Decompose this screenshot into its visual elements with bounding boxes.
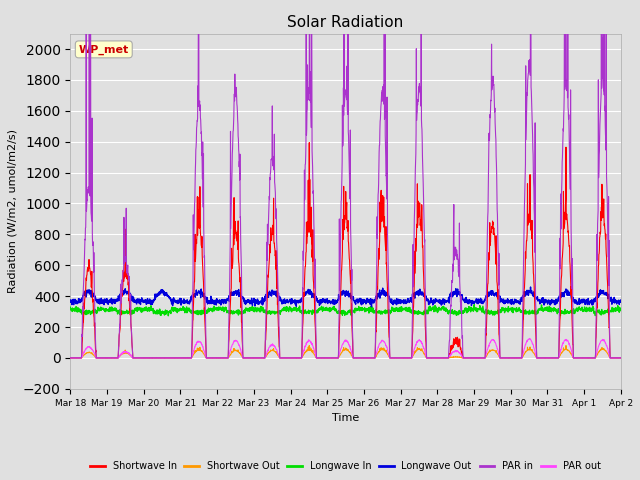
Longwave In [569,307,577,313]
Longwave Out [584,299,592,305]
Longwave In [506,306,514,312]
PAR out [67,355,74,361]
Shortwave In [362,355,369,361]
PAR out [526,336,534,341]
Shortwave In [506,355,513,361]
Longwave In [220,309,228,314]
Shortwave In [617,355,625,361]
Shortwave Out [67,355,74,361]
Title: Solar Radiation: Solar Radiation [287,15,404,30]
PAR out [506,355,513,361]
Shortwave Out [220,355,228,361]
PAR in [362,355,369,361]
PAR out [584,355,591,361]
Line: Longwave Out: Longwave Out [70,287,621,307]
Longwave Out [374,291,381,297]
Shortwave Out [584,355,592,361]
Longwave Out [367,304,375,310]
Shortwave In [67,355,74,361]
Longwave In [617,308,625,313]
PAR out [220,355,228,361]
Shortwave In [568,327,576,333]
PAR out [617,355,625,361]
Line: PAR out: PAR out [70,338,621,358]
Longwave Out [617,297,625,303]
Longwave Out [220,299,228,305]
PAR out [374,348,381,353]
PAR in [617,355,625,361]
X-axis label: Time: Time [332,413,359,423]
Shortwave Out [305,343,313,348]
PAR out [362,355,369,361]
Line: PAR in: PAR in [70,0,621,358]
Longwave Out [569,299,577,304]
Shortwave Out [506,355,514,361]
Longwave In [362,307,369,313]
Line: Longwave In: Longwave In [70,305,621,316]
PAR in [220,355,228,361]
Longwave In [584,306,592,312]
Shortwave Out [569,354,577,360]
PAR in [506,355,513,361]
Shortwave In [305,140,313,145]
Line: Shortwave In: Shortwave In [70,143,621,358]
PAR in [584,355,591,361]
Longwave Out [67,297,74,303]
Y-axis label: Radiation (W/m2, umol/m2/s): Radiation (W/m2, umol/m2/s) [7,129,17,293]
PAR in [67,355,74,361]
Shortwave Out [67,355,74,361]
Longwave In [67,304,74,310]
Text: WP_met: WP_met [79,44,129,55]
Longwave Out [362,300,369,305]
Shortwave In [374,286,381,292]
Longwave Out [527,284,534,290]
PAR in [568,256,576,262]
PAR in [374,236,381,241]
Longwave In [374,309,381,315]
Shortwave Out [374,350,381,356]
Longwave In [470,302,478,308]
Shortwave In [220,355,228,361]
PAR out [568,352,576,358]
Shortwave Out [362,355,370,361]
Line: Shortwave Out: Shortwave Out [70,346,621,358]
Legend: Shortwave In, Shortwave Out, Longwave In, Longwave Out, PAR in, PAR out: Shortwave In, Shortwave Out, Longwave In… [86,457,605,475]
Longwave Out [506,299,513,304]
Longwave In [348,313,355,319]
Shortwave Out [617,355,625,361]
Shortwave In [584,355,591,361]
